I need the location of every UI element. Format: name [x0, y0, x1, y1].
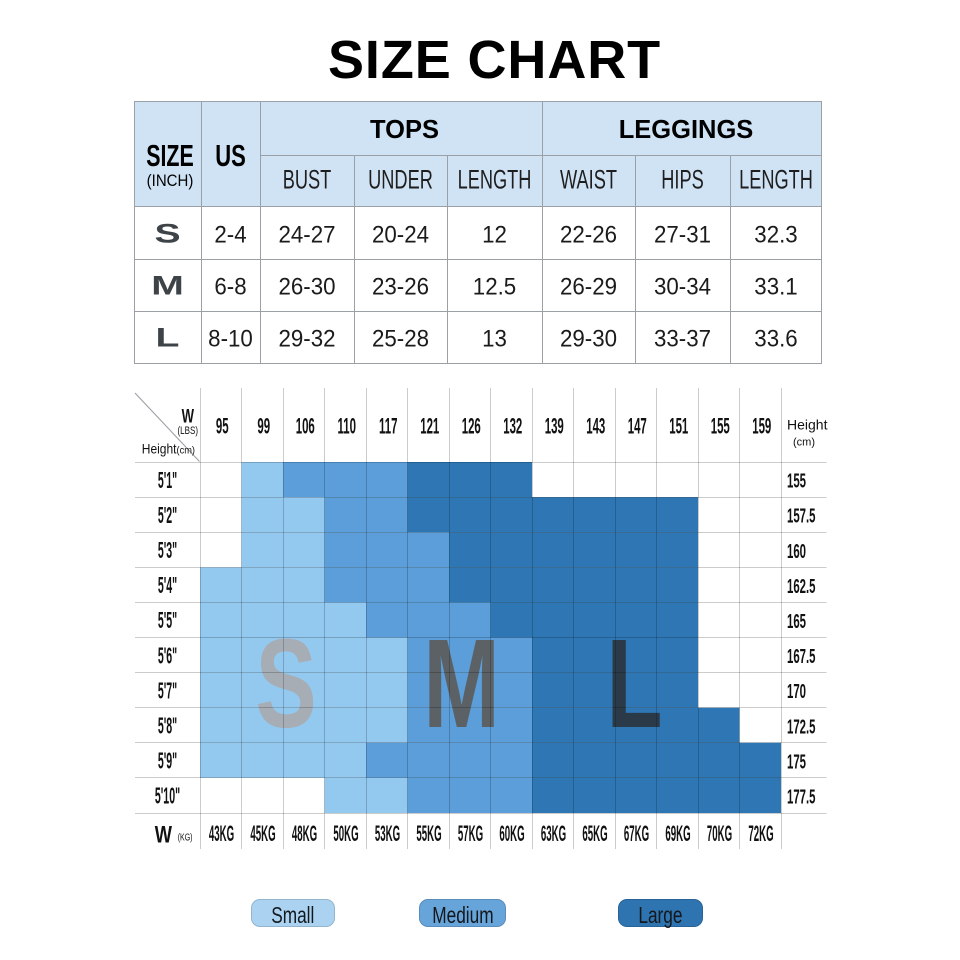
svg-text:2-4: 2-4: [214, 221, 246, 248]
svg-text:132: 132: [503, 413, 522, 438]
svg-text:48KG: 48KG: [292, 821, 317, 846]
svg-text:139: 139: [545, 413, 564, 438]
svg-text:LENGTH: LENGTH: [458, 164, 532, 194]
svg-text:5'8": 5'8": [158, 713, 177, 739]
svg-text:23-26: 23-26: [372, 273, 429, 300]
svg-text:(LBS): (LBS): [177, 425, 198, 438]
svg-text:25-28: 25-28: [372, 325, 429, 352]
svg-text:50KG: 50KG: [333, 821, 358, 846]
svg-text:W: W: [182, 406, 195, 427]
svg-text:72KG: 72KG: [748, 821, 773, 846]
svg-text:155: 155: [711, 413, 730, 438]
svg-text:43KG: 43KG: [209, 821, 234, 846]
svg-text:99: 99: [257, 413, 270, 438]
svg-text:5'7": 5'7": [158, 678, 177, 704]
svg-text:55KG: 55KG: [416, 821, 441, 846]
svg-text:5'4": 5'4": [158, 572, 177, 598]
svg-text:5'9": 5'9": [158, 748, 177, 774]
svg-text:24-27: 24-27: [278, 221, 335, 248]
svg-text:M: M: [423, 614, 500, 754]
svg-text:(cm): (cm): [793, 437, 815, 449]
svg-text:160: 160: [787, 541, 806, 563]
svg-text:45KG: 45KG: [250, 821, 275, 846]
svg-text:27-31: 27-31: [654, 221, 711, 248]
svg-text:Height(cm): Height(cm): [142, 441, 195, 457]
svg-text:151: 151: [669, 413, 688, 438]
svg-text:UNDER: UNDER: [368, 164, 433, 194]
svg-text:22-26: 22-26: [560, 221, 617, 248]
svg-text:30-34: 30-34: [654, 273, 711, 300]
svg-text:L: L: [606, 614, 662, 754]
svg-text:165: 165: [787, 611, 806, 633]
svg-text:S: S: [255, 614, 316, 754]
svg-text:167.5: 167.5: [787, 646, 816, 668]
svg-text:TOPS: TOPS: [370, 116, 439, 144]
svg-text:12: 12: [482, 221, 507, 248]
svg-text:HIPS: HIPS: [661, 164, 704, 194]
svg-text:5'5": 5'5": [158, 608, 177, 634]
svg-text:6-8: 6-8: [214, 273, 246, 300]
svg-text:33-37: 33-37: [654, 325, 711, 352]
svg-text:M: M: [151, 271, 184, 301]
svg-text:SIZE: SIZE: [146, 138, 194, 173]
svg-text:162.5: 162.5: [787, 576, 816, 598]
svg-text:8-10: 8-10: [208, 325, 253, 352]
svg-text:172.5: 172.5: [787, 716, 816, 738]
svg-text:W: W: [155, 821, 173, 848]
svg-text:121: 121: [420, 413, 439, 438]
svg-text:29-30: 29-30: [560, 325, 617, 352]
svg-text:69KG: 69KG: [665, 821, 690, 846]
svg-text:(KG): (KG): [178, 831, 193, 843]
svg-text:60KG: 60KG: [499, 821, 524, 846]
svg-text:26-30: 26-30: [278, 273, 335, 300]
svg-text:5'10": 5'10": [155, 783, 180, 809]
svg-text:106: 106: [296, 413, 315, 438]
svg-text:159: 159: [752, 413, 771, 438]
svg-text:155: 155: [787, 470, 806, 492]
svg-text:147: 147: [628, 413, 647, 438]
svg-text:33.1: 33.1: [754, 273, 797, 300]
svg-text:S: S: [154, 219, 180, 249]
svg-text:(INCH): (INCH): [147, 173, 194, 191]
svg-text:33.6: 33.6: [754, 325, 797, 352]
svg-text:WAIST: WAIST: [560, 164, 617, 194]
svg-text:110: 110: [338, 413, 357, 438]
svg-text:5'3": 5'3": [158, 537, 177, 563]
svg-text:117: 117: [379, 413, 397, 438]
svg-text:67KG: 67KG: [624, 821, 649, 846]
svg-text:LENGTH: LENGTH: [739, 164, 813, 194]
svg-text:170: 170: [787, 681, 806, 703]
svg-text:20-24: 20-24: [372, 221, 429, 248]
svg-text:57KG: 57KG: [458, 821, 483, 846]
svg-text:63KG: 63KG: [541, 821, 566, 846]
svg-text:53KG: 53KG: [375, 821, 400, 846]
svg-text:LEGGINGS: LEGGINGS: [619, 116, 754, 144]
svg-text:5'1": 5'1": [158, 467, 177, 493]
svg-text:5'6": 5'6": [158, 643, 177, 669]
svg-text:126: 126: [462, 413, 481, 438]
svg-text:L: L: [156, 323, 180, 353]
svg-text:13: 13: [482, 325, 507, 352]
svg-text:70KG: 70KG: [707, 821, 732, 846]
svg-text:5'2": 5'2": [158, 502, 177, 528]
svg-text:157.5: 157.5: [787, 505, 816, 527]
svg-text:12.5: 12.5: [473, 273, 516, 300]
svg-text:32.3: 32.3: [754, 221, 797, 248]
svg-text:29-32: 29-32: [278, 325, 335, 352]
svg-text:95: 95: [216, 413, 229, 438]
svg-text:26-29: 26-29: [560, 273, 617, 300]
svg-text:65KG: 65KG: [582, 821, 607, 846]
svg-text:Height: Height: [787, 416, 828, 432]
svg-text:175: 175: [787, 751, 806, 773]
svg-text:177.5: 177.5: [787, 786, 816, 808]
svg-text:US: US: [215, 138, 246, 173]
svg-text:BUST: BUST: [283, 164, 332, 194]
svg-text:143: 143: [586, 413, 605, 438]
